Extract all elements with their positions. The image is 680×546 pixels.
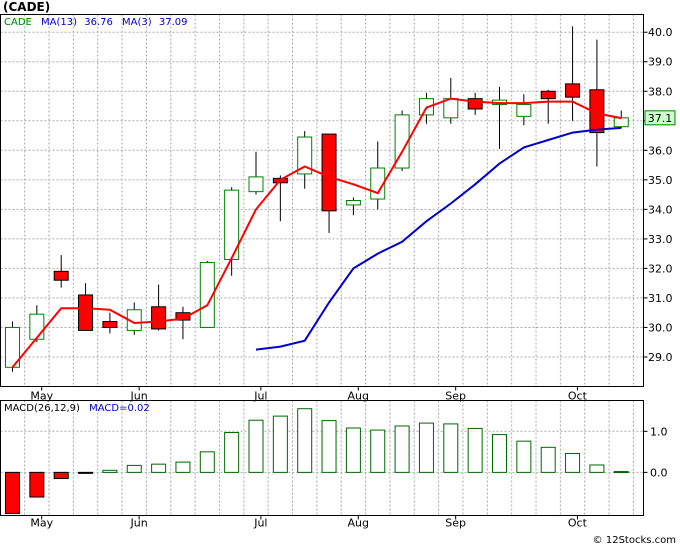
macd-panel-plot <box>5 408 629 514</box>
macd-bar <box>321 420 337 473</box>
month-label: Sep <box>445 390 466 403</box>
macd-bar <box>418 422 434 473</box>
last-price-label: 37.1 <box>648 112 673 125</box>
price-tick-label: 33.0 <box>648 233 673 246</box>
candle-body <box>321 133 337 212</box>
price-tick-label: 35.0 <box>648 174 673 187</box>
macd-bar <box>370 429 386 473</box>
macd-axis: 0.0 1.0 <box>643 425 668 479</box>
candle-body <box>345 200 361 206</box>
macd-bar <box>443 423 459 473</box>
price-panel-frame <box>0 14 644 387</box>
macd-month-label: Jun <box>130 517 148 530</box>
candle-body <box>199 262 215 328</box>
macd-legend-value: MACD=0.02 <box>89 403 150 414</box>
macd-bar <box>589 464 605 473</box>
macd-bar <box>394 425 410 473</box>
candle-body <box>467 98 483 110</box>
macd-bar <box>516 440 532 473</box>
last-price-box <box>644 110 676 126</box>
month-label: Jul <box>253 390 267 403</box>
macd-bar <box>175 461 191 473</box>
candle-body <box>540 90 556 100</box>
macd-bar <box>297 408 313 473</box>
price-tick-label: 40.0 <box>648 26 673 39</box>
candle-body <box>248 176 264 193</box>
candle-body <box>613 117 629 128</box>
legend-ma3: MA(3) <box>122 17 152 28</box>
price-month-axis: May Jun Jul Aug Sep Oct <box>30 386 588 403</box>
legend-ma13: MA(13) <box>41 17 77 28</box>
macd-bar <box>126 464 142 473</box>
macd-bar <box>78 471 94 474</box>
price-tick-label: 38.0 <box>648 85 673 98</box>
macd-tick-label: 1.0 <box>650 425 668 438</box>
macd-bar <box>224 432 240 473</box>
macd-panel-frame <box>0 400 644 516</box>
month-label: Aug <box>348 390 369 403</box>
macd-bar <box>272 415 288 473</box>
macd-bar <box>345 427 361 473</box>
candle-body <box>175 312 191 321</box>
macd-month-label: Oct <box>568 517 588 530</box>
macd-month-label: Jul <box>253 517 267 530</box>
price-tick-label: 30.0 <box>648 321 673 334</box>
macd-bar <box>102 469 118 473</box>
ticker-title: (CADE) <box>3 0 50 14</box>
macd-bar <box>540 446 556 473</box>
candle-body <box>565 83 581 98</box>
macd-month-label: Sep <box>445 517 466 530</box>
candle-body <box>516 104 532 117</box>
macd-bar <box>199 451 215 473</box>
macd-legend: MACD(26,12,9) MACD=0.02 <box>4 403 150 414</box>
month-label: Jun <box>130 390 148 403</box>
macd-bar <box>29 471 45 498</box>
legend-ma3-value: 37.09 <box>159 17 188 28</box>
candle-body <box>78 294 94 331</box>
candle-body <box>53 270 69 281</box>
price-tick-label: 36.0 <box>648 144 673 157</box>
macd-bar <box>5 471 20 514</box>
price-legend: CADE MA(13) 36.76 MA(3) 37.09 <box>4 17 188 28</box>
month-label: May <box>30 390 53 403</box>
candle-body <box>151 306 167 330</box>
macd-month-label: May <box>30 517 53 530</box>
macd-bar <box>151 463 167 473</box>
price-tick-label: 32.0 <box>648 262 673 275</box>
candle-body <box>443 98 459 119</box>
legend-symbol: CADE <box>4 17 32 28</box>
macd-bar <box>467 427 483 473</box>
price-tick-label: 34.0 <box>648 203 673 216</box>
ma3-line <box>11 97 622 368</box>
price-tick-label: 31.0 <box>648 292 673 305</box>
price-axis: 29.030.031.032.033.034.035.036.037.038.0… <box>643 26 673 364</box>
macd-bar <box>613 471 629 474</box>
macd-bar <box>492 434 507 473</box>
candle-body <box>589 89 605 134</box>
ma13-line <box>255 126 622 351</box>
candle-body <box>394 114 410 169</box>
candle-body <box>5 326 20 368</box>
month-label: Oct <box>568 390 588 403</box>
last-price-marker: 37.1 <box>644 110 676 126</box>
macd-tick-label: 0.0 <box>650 466 668 479</box>
macd-bar <box>565 452 581 473</box>
candle-body <box>102 321 118 328</box>
macd-bar <box>53 471 69 480</box>
price-tick-label: 39.0 <box>648 56 673 69</box>
watermark: © 12Stocks.com <box>593 535 676 546</box>
macd-month-axis: May Jun Jul Aug Sep Oct <box>30 515 588 530</box>
macd-bar <box>248 419 264 473</box>
candle-body <box>29 313 45 340</box>
legend-ma13-value: 36.76 <box>84 17 113 28</box>
price-tick-label: 29.0 <box>648 351 673 364</box>
macd-month-label: Aug <box>348 517 369 530</box>
candle-body <box>297 136 313 175</box>
price-panel-plot <box>5 26 629 372</box>
macd-legend-params: MACD(26,12,9) <box>4 403 80 414</box>
